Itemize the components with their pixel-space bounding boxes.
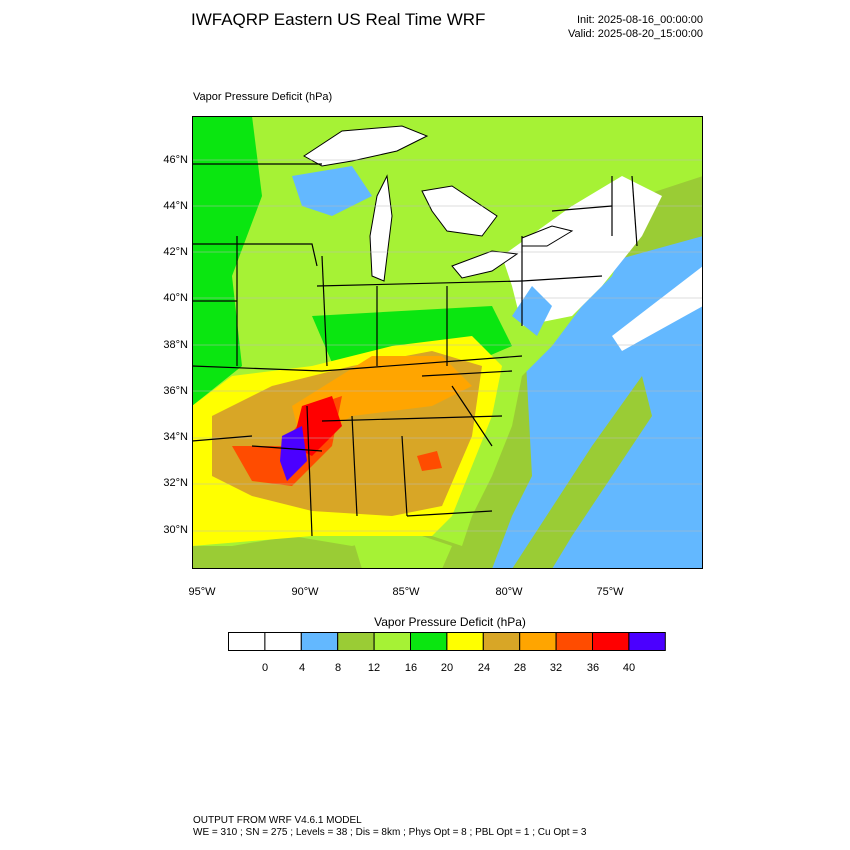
colorbar-tick: 36 <box>586 662 600 674</box>
lon-label: 75°W <box>596 586 624 598</box>
lon-label: 80°W <box>495 586 523 598</box>
colorbar-tick: 24 <box>477 662 491 674</box>
west-green <box>192 116 262 406</box>
colorbar-bin <box>446 632 484 651</box>
lake-michigan <box>369 174 393 282</box>
lat-label: 30°N <box>163 524 188 536</box>
footer-config: WE = 310 ; SN = 275 ; Levels = 38 ; Dis … <box>193 827 587 838</box>
lon-label: 85°W <box>392 586 420 598</box>
lat-label: 38°N <box>163 339 188 351</box>
lat-label: 40°N <box>163 292 188 304</box>
lon-label: 95°W <box>188 586 216 598</box>
state-borders <box>192 163 638 537</box>
footer-model: OUTPUT FROM WRF V4.6.1 MODEL <box>193 815 362 826</box>
lat-label: 36°N <box>163 385 188 397</box>
lat-label: 34°N <box>163 431 188 443</box>
lat-label: 46°N <box>163 154 188 166</box>
lat-label: 32°N <box>163 477 188 489</box>
georgia-hotspot <box>417 451 442 471</box>
colorbar-tick: 16 <box>404 662 418 674</box>
lon-label: 90°W <box>291 586 319 598</box>
colorbar-tick: 28 <box>513 662 527 674</box>
colorbar-title: Vapor Pressure Deficit (hPa) <box>374 615 526 629</box>
lake-superior <box>303 125 429 167</box>
colorbar-bin <box>337 632 375 651</box>
graticule <box>192 159 703 532</box>
page-title: IWFAQRP Eastern US Real Time WRF <box>191 10 486 29</box>
colorbar-tick: 40 <box>622 662 636 674</box>
atlantic-band <box>512 376 652 569</box>
colorbar-bin <box>228 632 266 651</box>
lat-label: 44°N <box>163 200 188 212</box>
colorbar-tick: 12 <box>367 662 381 674</box>
valid-time: Valid: 2025-08-20_15:00:00 <box>568 28 703 40</box>
lat-label: 42°N <box>163 246 188 258</box>
offshore-white <box>612 266 703 351</box>
colorbar-bin <box>410 632 448 651</box>
colorbar-bin <box>555 632 594 651</box>
colorbar-tick: 8 <box>334 662 342 674</box>
lake-erie <box>451 250 519 279</box>
colorbar-tick: 0 <box>261 662 269 674</box>
variable-label: Vapor Pressure Deficit (hPa) <box>193 91 333 103</box>
colorbar-tick: 20 <box>440 662 454 674</box>
delta-max <box>280 426 307 481</box>
colorbar-bin <box>628 632 666 651</box>
colorbar-bin <box>482 632 521 651</box>
colorbar-tick: 32 <box>549 662 563 674</box>
midwest-blue <box>292 166 372 216</box>
colorbar-bin <box>300 632 339 651</box>
lake-huron <box>421 185 498 237</box>
delta-red <box>292 396 342 456</box>
vpd-map <box>192 116 703 569</box>
colorbar-bin <box>373 632 412 651</box>
colorbar-bin <box>264 632 302 651</box>
init-time: Init: 2025-08-16_00:00:00 <box>577 14 703 26</box>
colorbar-bin <box>592 632 630 651</box>
map-border <box>192 116 703 569</box>
colorbar <box>228 632 666 651</box>
colorbar-tick: 4 <box>298 662 306 674</box>
gulf-coast-land <box>352 536 452 569</box>
colorbar-bin <box>519 632 557 651</box>
northeast-low <box>502 176 662 326</box>
